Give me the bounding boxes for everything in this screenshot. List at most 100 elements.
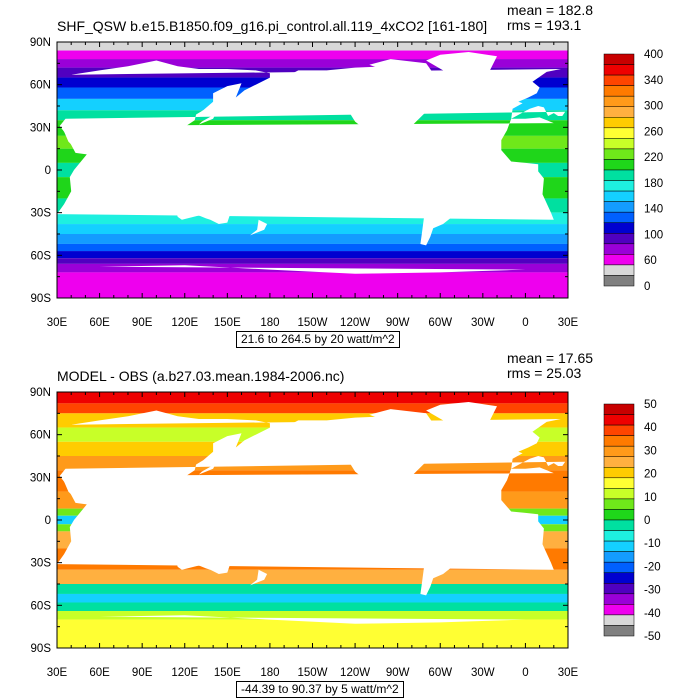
field-band xyxy=(57,584,568,594)
field-band xyxy=(57,569,568,584)
land-mass xyxy=(149,162,165,179)
bottom-colorbar xyxy=(603,403,635,637)
lat-label: 90N xyxy=(30,37,51,49)
colorbar-swatch xyxy=(603,53,635,65)
colorbar-swatch xyxy=(603,614,635,626)
lon-label: 120E xyxy=(171,667,198,679)
bottom-colorbar-labels: 50 40 30 20 10 0 -10 -20 -30 -40 -50 xyxy=(644,399,661,643)
land-mass xyxy=(491,76,506,79)
colorbar-label: 10 xyxy=(644,492,657,504)
lon-label: 30W xyxy=(471,667,495,679)
top-map-panel: 90N 60N 30N 0 30S 60S 90S 30E 60E 90E 120E 150E 180… xyxy=(30,2,663,348)
colorbar-swatch xyxy=(603,106,635,118)
colorbar-swatch xyxy=(603,540,635,552)
colorbar-swatch xyxy=(603,180,635,192)
bottom-mean: mean = 17.65 xyxy=(507,350,594,366)
field-band xyxy=(57,263,568,273)
field-band xyxy=(57,59,568,68)
bottom-map-plot: 90N 60N 30N 0 30S 60S 90S 30E 60E 90E 120E 150E 180… xyxy=(30,387,661,679)
lon-label: 150E xyxy=(214,667,241,679)
colorbar-label: 40 xyxy=(644,422,657,434)
bottom-panel-title: MODEL - OBS (a.b27.03.mean.1984-2006.nc) xyxy=(57,368,345,384)
colorbar-swatch xyxy=(603,414,635,426)
land-mass xyxy=(57,117,554,220)
colorbar-label: 30 xyxy=(644,445,657,457)
colorbar-swatch xyxy=(603,233,635,245)
lat-label: 90N xyxy=(30,387,51,399)
lat-label: 60N xyxy=(30,80,51,92)
lon-label: 90E xyxy=(132,667,153,679)
colorbar-label: 60 xyxy=(644,255,657,267)
top-range-note: 21.6 to 264.5 by 20 watt/m^2 xyxy=(236,331,400,348)
colorbar-swatch xyxy=(603,117,635,129)
lon-label: 120W xyxy=(340,317,370,329)
top-colorbar-labels: 400 340 300 260 220 180 140 100 60 0 xyxy=(644,49,663,293)
colorbar-label: -40 xyxy=(644,608,661,620)
colorbar-swatch xyxy=(603,583,635,595)
colorbar-label: 0 xyxy=(644,281,650,293)
colorbar-swatch xyxy=(603,254,635,266)
land-mass xyxy=(250,219,268,236)
lon-label: 0 xyxy=(522,667,528,679)
lon-label: 30E xyxy=(47,667,68,679)
colorbar-swatch xyxy=(603,530,635,542)
colorbar-swatch xyxy=(603,477,635,489)
field-band xyxy=(57,243,568,252)
bottom-axis-ticks xyxy=(56,391,569,649)
colorbar-swatch xyxy=(603,435,635,447)
lat-label: 90S xyxy=(31,643,52,655)
top-colorbar xyxy=(603,53,635,287)
colorbar-swatch xyxy=(603,498,635,510)
field-band xyxy=(57,251,568,259)
lat-label: 30S xyxy=(31,208,52,220)
lon-label: 90W xyxy=(386,317,410,329)
colorbar-label: 300 xyxy=(644,101,663,113)
colorbar-label: 260 xyxy=(644,126,663,138)
colorbar-swatch xyxy=(603,519,635,531)
land-mass xyxy=(426,52,497,85)
lat-label: 30N xyxy=(30,472,51,484)
colorbar-swatch xyxy=(603,190,635,202)
colorbar-swatch xyxy=(603,488,635,500)
colorbar-swatch xyxy=(603,551,635,563)
colorbar-swatch xyxy=(603,201,635,213)
colorbar-label: 400 xyxy=(644,49,663,61)
field-band xyxy=(57,234,568,244)
colorbar-swatch xyxy=(603,148,635,160)
bottom-land-mask xyxy=(57,402,566,648)
land-mass xyxy=(426,402,497,435)
land-mass xyxy=(516,436,527,449)
top-axis-ticks xyxy=(56,41,569,299)
land-mass xyxy=(59,60,566,169)
colorbar-label: 50 xyxy=(644,399,657,411)
top-panel-title: SHF_QSW b.e15.B1850.f09_g16.pi_control.a… xyxy=(57,18,488,34)
colorbar-label: 220 xyxy=(644,152,663,164)
lat-label: 60N xyxy=(30,430,51,442)
lat-label: 90S xyxy=(31,293,52,305)
colorbar-label: 0 xyxy=(644,515,650,527)
colorbar-swatch xyxy=(603,275,635,287)
lon-label: 120W xyxy=(340,667,370,679)
land-mass xyxy=(200,171,228,185)
colorbar-swatch xyxy=(603,264,635,276)
colorbar-swatch xyxy=(603,625,635,637)
lat-label: 0 xyxy=(45,515,51,527)
lon-label: 60W xyxy=(428,667,452,679)
colorbar-label: 140 xyxy=(644,204,663,216)
bottom-range-note: -44.39 to 90.37 by 5 watt/m^2 xyxy=(236,681,404,698)
colorbar-swatch xyxy=(603,211,635,223)
land-mass xyxy=(198,456,216,475)
field-band xyxy=(57,224,568,234)
top-mean: mean = 182.8 xyxy=(507,2,594,18)
top-lon-labels: 30E 60E 90E 120E 150E 180 150W 120W 90W 60W 30W 0 30… xyxy=(47,317,579,329)
colorbar-swatch xyxy=(603,572,635,584)
lon-label: 60E xyxy=(89,317,110,329)
colorbar-swatch xyxy=(603,169,635,181)
colorbar-label: 340 xyxy=(644,75,663,87)
colorbar-swatch xyxy=(603,243,635,255)
land-mass xyxy=(75,537,87,556)
lat-label: 0 xyxy=(45,165,51,177)
colorbar-swatch xyxy=(603,509,635,521)
colorbar-swatch xyxy=(603,604,635,616)
colorbar-label: -30 xyxy=(644,585,661,597)
